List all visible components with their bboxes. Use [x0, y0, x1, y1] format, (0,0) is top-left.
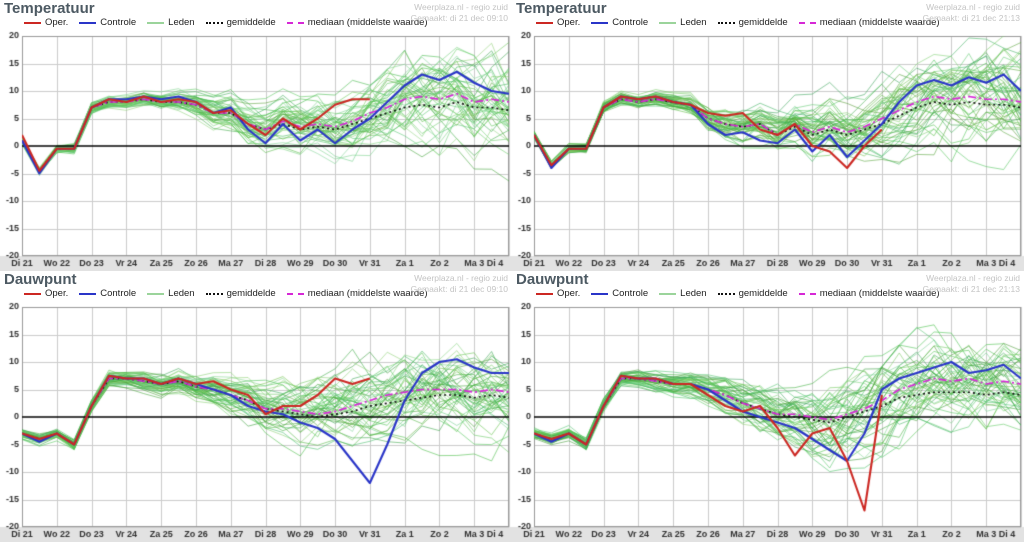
legend-label: mediaan (middelste waarde) [819, 288, 940, 299]
legend-label: mediaan (middelste waarde) [307, 17, 428, 28]
legend-label: Controle [100, 17, 137, 28]
watermark-generated: Gemaakt: di 21 dec 21:13 [922, 13, 1020, 23]
legend-label: Oper. [557, 17, 581, 28]
legend-item: gemiddelde [717, 17, 788, 28]
watermark-source: Weerplaza.nl - regio zuid [414, 273, 508, 283]
legend-label: gemiddelde [738, 288, 788, 299]
legend: Oper. Controle Leden gemiddelde mediaan (mid… [24, 287, 512, 300]
legend-label: Controle [612, 17, 649, 28]
legend-item: mediaan (middelste waarde) [798, 17, 940, 28]
legend-label: Controle [100, 288, 137, 299]
legend-line-sample-icon [798, 21, 816, 24]
legend-line-sample-icon [286, 292, 304, 295]
legend-item: mediaan (middelste waarde) [286, 288, 428, 299]
legend-label: Oper. [45, 288, 69, 299]
legend-label: Leden [680, 288, 707, 299]
legend-label: Leden [680, 17, 707, 28]
chart-header: Dauwpunt Weerplaza.nl - regio zuid Gemaa… [512, 271, 1024, 301]
watermark-generated: Gemaakt: di 21 dec 09:10 [410, 284, 508, 294]
legend-item: Oper. [536, 288, 580, 299]
legend-line-sample-icon [591, 292, 609, 295]
legend-label: Leden [168, 288, 195, 299]
ensemble-plot-canvas [512, 30, 1024, 271]
legend: Oper. Controle Leden gemiddelde mediaan (mid… [24, 16, 512, 29]
legend-item: gemiddelde [205, 288, 276, 299]
legend-item: Oper. [536, 17, 580, 28]
legend-label: gemiddelde [738, 17, 788, 28]
chart-cell-temperatuur-run2: Temperatuur Weerplaza.nl - regio zuid Ge… [512, 0, 1024, 271]
watermark-source: Weerplaza.nl - regio zuid [414, 2, 508, 12]
legend-label: Leden [168, 17, 195, 28]
legend-item: Leden [147, 288, 195, 299]
legend-item: Leden [659, 17, 707, 28]
legend-line-sample-icon [591, 21, 609, 24]
legend-line-sample-icon [536, 21, 553, 24]
legend-label: mediaan (middelste waarde) [819, 17, 940, 28]
chart-cell-temperatuur-run1: Temperatuur Weerplaza.nl - regio zuid Ge… [0, 0, 512, 271]
legend-item: Controle [79, 288, 136, 299]
chart-header: Dauwpunt Weerplaza.nl - regio zuid Gemaa… [0, 271, 512, 301]
legend-label: Oper. [557, 288, 581, 299]
legend-item: mediaan (middelste waarde) [286, 17, 428, 28]
watermark-generated: Gemaakt: di 21 dec 21:13 [922, 284, 1020, 294]
legend-line-sample-icon [536, 292, 553, 295]
legend-item: Controle [591, 17, 648, 28]
legend-item: Leden [659, 288, 707, 299]
ensemble-plot-canvas [512, 301, 1024, 542]
legend-line-sample-icon [24, 21, 41, 24]
legend-line-sample-icon [79, 21, 97, 24]
legend: Oper. Controle Leden gemiddelde mediaan (mid… [536, 287, 1024, 300]
chart-cell-dauwpunt-run1: Dauwpunt Weerplaza.nl - regio zuid Gemaa… [0, 271, 512, 543]
legend: Oper. Controle Leden gemiddelde mediaan (mid… [536, 16, 1024, 29]
legend-line-sample-icon [205, 292, 223, 295]
legend-label: mediaan (middelste waarde) [307, 288, 428, 299]
legend-label: Oper. [45, 17, 69, 28]
legend-line-sample-icon [147, 21, 165, 24]
watermark-generated: Gemaakt: di 21 dec 09:10 [410, 13, 508, 23]
legend-line-sample-icon [659, 292, 677, 295]
legend-label: gemiddelde [226, 288, 276, 299]
legend-item: Controle [79, 17, 136, 28]
legend-line-sample-icon [79, 292, 97, 295]
legend-item: gemiddelde [205, 17, 276, 28]
chart-cell-dauwpunt-run2: Dauwpunt Weerplaza.nl - regio zuid Gemaa… [512, 271, 1024, 543]
legend-item: mediaan (middelste waarde) [798, 288, 940, 299]
chart-title: Dauwpunt [4, 271, 77, 288]
ensemble-plot-canvas [0, 30, 512, 271]
legend-item: Leden [147, 17, 195, 28]
chart-title: Dauwpunt [516, 271, 589, 288]
chart-header: Temperatuur Weerplaza.nl - regio zuid Ge… [0, 0, 512, 30]
legend-label: Controle [612, 288, 649, 299]
legend-line-sample-icon [659, 21, 677, 24]
watermark-source: Weerplaza.nl - regio zuid [926, 2, 1020, 12]
legend-line-sample-icon [717, 292, 735, 295]
legend-line-sample-icon [24, 292, 41, 295]
legend-item: Oper. [24, 17, 68, 28]
legend-line-sample-icon [717, 21, 735, 24]
chart-title: Temperatuur [4, 0, 95, 17]
chart-title: Temperatuur [516, 0, 607, 17]
legend-line-sample-icon [147, 292, 165, 295]
legend-item: Oper. [24, 288, 68, 299]
legend-line-sample-icon [205, 21, 223, 24]
legend-item: Controle [591, 288, 648, 299]
legend-line-sample-icon [286, 21, 304, 24]
legend-label: gemiddelde [226, 17, 276, 28]
ensemble-plot-canvas [0, 301, 512, 542]
chart-header: Temperatuur Weerplaza.nl - regio zuid Ge… [512, 0, 1024, 30]
legend-line-sample-icon [798, 292, 816, 295]
watermark-source: Weerplaza.nl - regio zuid [926, 273, 1020, 283]
legend-item: gemiddelde [717, 288, 788, 299]
